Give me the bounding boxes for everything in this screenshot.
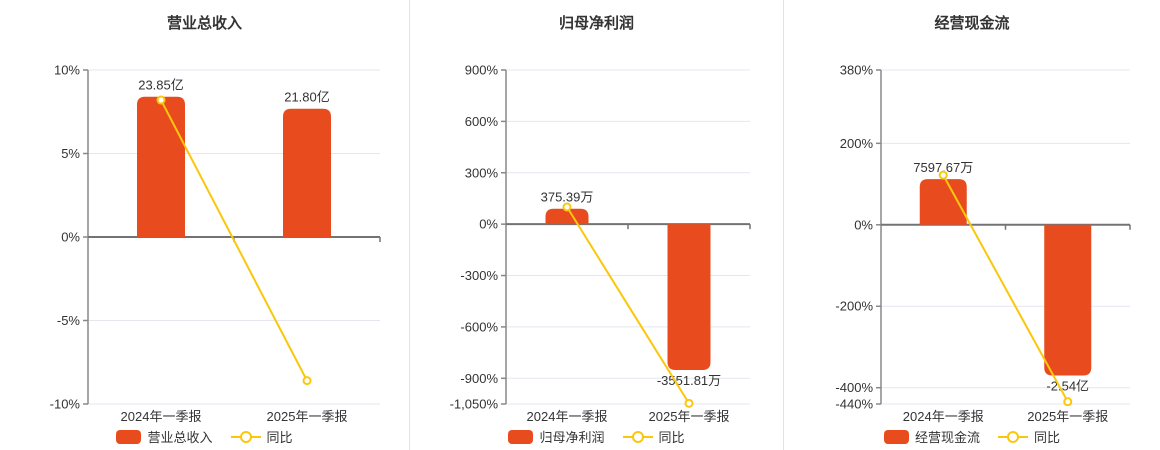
y-axis-tick-label: -300% <box>460 268 498 283</box>
yoy-line-point-marker[interactable] <box>302 376 312 386</box>
legend-label-bar-series: 归母净利润 <box>539 430 605 445</box>
legend-item-bar-series[interactable]: 经营现金流 <box>883 427 980 446</box>
revenue-chart-canvas: 10% 5% 0% -5% -10% 23.85亿 21.80亿 2024年一季报 2025年一… <box>50 63 381 424</box>
yoy-line-point-marker[interactable] <box>156 95 166 105</box>
net-profit-chart-canvas: 900% 600% 300% 0% -300% -600% -900% -1,050% 375.… <box>450 63 751 424</box>
y-axis-tick-label: 200% <box>840 136 874 151</box>
y-axis-tick-label: 5% <box>61 146 80 161</box>
legend-item-line-series[interactable]: 同比 <box>998 427 1060 446</box>
y-axis-tick-label: -10% <box>50 397 81 412</box>
y-axis-tick-label: 0% <box>854 217 873 232</box>
line-series-marker-icon <box>998 430 1028 444</box>
y-axis-tick-label: -5% <box>57 313 81 328</box>
chart-title-cash-flow: 经营现金流 <box>934 15 1010 32</box>
bar-value-label: 21.80亿 <box>284 90 330 105</box>
chart-title-revenue: 营业总收入 <box>166 15 242 32</box>
net-profit-chart-legend: 归母净利润 同比 <box>410 427 783 446</box>
x-axis-category-label: 2024年一季报 <box>527 409 608 424</box>
bar-2024年一季报[interactable] <box>919 179 967 225</box>
yoy-line[interactable] <box>160 99 308 382</box>
y-axis-tick-label: 10% <box>54 63 80 78</box>
legend-item-line-series[interactable]: 同比 <box>230 427 293 446</box>
bar-series-swatch-icon <box>883 429 909 444</box>
revenue-chart-legend: 营业总收入 同比 <box>0 427 409 446</box>
legend-item-line-series[interactable]: 同比 <box>622 427 685 446</box>
legend-label-line-series: 同比 <box>266 430 293 445</box>
bar-2025年一季报[interactable] <box>667 224 711 371</box>
y-axis-tick-label: 380% <box>840 63 874 78</box>
legend-label-line-series: 同比 <box>1034 430 1061 445</box>
bar-2025年一季报[interactable] <box>1044 224 1092 376</box>
line-series-marker-icon <box>230 430 261 444</box>
y-axis-tick-label: -200% <box>835 299 873 314</box>
y-axis-tick-label: 0% <box>479 217 498 232</box>
legend-label-bar-series: 营业总收入 <box>147 430 213 445</box>
bar-series-swatch-icon <box>508 429 534 444</box>
yoy-line-point-marker[interactable] <box>562 202 572 212</box>
yoy-line-point-marker[interactable] <box>1063 397 1073 407</box>
x-axis-category-label: 2025年一季报 <box>1027 409 1108 424</box>
legend-label-bar-series: 经营现金流 <box>914 430 980 445</box>
x-axis-category-label: 2024年一季报 <box>121 409 202 424</box>
bar-value-label: -3551.81万 <box>657 373 721 388</box>
y-axis-tick-label: -440% <box>835 397 873 412</box>
bar-series-swatch-icon <box>116 429 142 444</box>
chart-title-net-profit: 归母净利润 <box>558 15 634 32</box>
bar-value-label: -2.54亿 <box>1046 378 1089 393</box>
yoy-line[interactable] <box>566 206 690 404</box>
bar-2024年一季报[interactable] <box>137 96 185 237</box>
cash-flow-chart-legend: 经营现金流 同比 <box>784 427 1160 446</box>
bar-2025年一季报[interactable] <box>283 108 331 237</box>
x-axis-category-label: 2025年一季报 <box>649 409 730 424</box>
y-axis-tick-label: -1,050% <box>450 397 499 412</box>
bar-2024年一季报[interactable] <box>545 208 589 225</box>
bar-value-label: 23.85亿 <box>138 78 184 93</box>
cash-flow-chart-canvas: 380% 200% 0% -200% -400% -440% 7597.67万 -2.54亿 2… <box>835 63 1131 424</box>
legend-item-bar-series[interactable]: 营业总收入 <box>116 427 213 446</box>
chart-panel-net-profit: 归母净利润 900% 600% 300% 0% -300% -600% -900% -1,05… <box>409 0 783 450</box>
line-series-marker-icon <box>622 430 653 444</box>
x-axis-category-label: 2024年一季报 <box>903 409 984 424</box>
y-axis-tick-label: 0% <box>61 230 80 245</box>
y-axis-tick-label: 900% <box>465 63 499 78</box>
legend-label-line-series: 同比 <box>658 430 685 445</box>
x-axis-category-label: 2025年一季报 <box>267 409 348 424</box>
yoy-line[interactable] <box>942 174 1069 403</box>
bar-value-label: 7597.67万 <box>913 160 973 175</box>
chart-panel-revenue: 营业总收入 10% 5% 0% -5% -10% 23.85亿 21.80亿 2024年一季报… <box>0 0 409 450</box>
yoy-line-point-marker[interactable] <box>938 170 948 180</box>
legend-item-bar-series[interactable]: 归母净利润 <box>508 427 605 446</box>
bar-value-label: 375.39万 <box>541 190 594 205</box>
y-axis-tick-label: 300% <box>465 165 499 180</box>
y-axis-tick-label: 600% <box>465 114 499 129</box>
y-axis-tick-label: -900% <box>460 371 498 386</box>
yoy-line-point-marker[interactable] <box>684 398 694 408</box>
y-axis-tick-label: -600% <box>460 319 498 334</box>
chart-panel-cash-flow: 经营现金流 380% 200% 0% -200% -400% -440% 7597.67万 -… <box>783 0 1160 450</box>
y-axis-tick-label: -400% <box>835 380 873 395</box>
